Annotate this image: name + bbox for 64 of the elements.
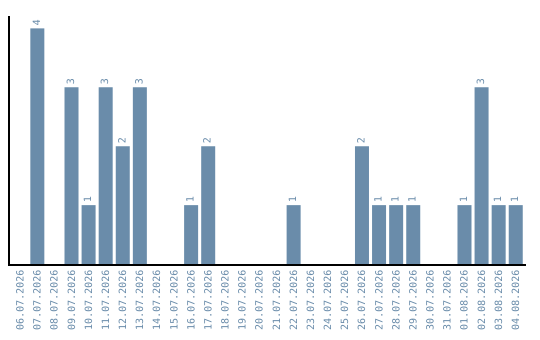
data-label: 4 xyxy=(32,19,43,26)
x-tick-label: 31.07.2026 xyxy=(442,270,454,330)
bar xyxy=(184,205,198,264)
x-tick-label: 16.07.2026 xyxy=(186,270,198,330)
data-label: 1 xyxy=(408,196,419,202)
data-label: 3 xyxy=(100,78,112,84)
bar xyxy=(116,146,130,264)
x-tick-label: 28.07.2026 xyxy=(391,270,402,330)
bar xyxy=(132,87,147,264)
x-tick-label: 04.08.2026 xyxy=(511,270,522,330)
bar xyxy=(64,87,79,264)
x-tick-label: 08.07.2026 xyxy=(50,270,61,330)
x-tick-label: 07.07.2026 xyxy=(32,270,44,330)
bar xyxy=(474,87,489,264)
data-label: 1 xyxy=(374,196,385,202)
x-tick-label: 20.07.2026 xyxy=(254,270,266,330)
data-label: 1 xyxy=(83,196,94,202)
bar xyxy=(508,205,523,264)
x-tick-label: 18.07.2026 xyxy=(220,270,232,330)
bar xyxy=(457,205,472,264)
x-tick-label: 29.07.2026 xyxy=(408,270,420,330)
data-label: 2 xyxy=(117,137,128,144)
x-tick-label: 03.08.2026 xyxy=(494,270,505,330)
bar xyxy=(82,205,96,264)
bar xyxy=(492,205,506,264)
bar xyxy=(201,146,216,264)
data-label: 2 xyxy=(356,137,368,144)
bar xyxy=(372,205,386,264)
data-label: 1 xyxy=(493,196,504,202)
x-tick-label: 02.08.2026 xyxy=(476,270,488,330)
bar xyxy=(30,28,44,264)
x-tick-label: 13.07.2026 xyxy=(135,270,146,330)
data-label: 1 xyxy=(288,196,300,202)
x-tick-label: 25.07.2026 xyxy=(340,270,352,330)
data-label: 1 xyxy=(458,196,470,202)
x-tick-label: 06.07.2026 xyxy=(16,270,26,330)
x-tick-label: 17.07.2026 xyxy=(203,270,214,330)
x-tick-label: 24.07.2026 xyxy=(323,270,334,330)
bar xyxy=(389,205,404,264)
data-label: 3 xyxy=(134,78,146,84)
x-tick-label: 09.07.2026 xyxy=(66,270,78,330)
data-label: 3 xyxy=(476,78,488,84)
bar xyxy=(286,205,301,264)
x-tick-label: 19.07.2026 xyxy=(238,270,249,330)
data-label: 1 xyxy=(510,196,522,202)
data-label: 1 xyxy=(390,196,402,202)
data-label: 3 xyxy=(66,78,78,84)
bar xyxy=(98,87,113,264)
x-tick-label: 21.07.2026 xyxy=(272,270,283,330)
x-tick-label: 11.07.2026 xyxy=(100,270,112,330)
data-label: 1 xyxy=(186,196,197,202)
x-tick-label: 23.07.2026 xyxy=(306,270,317,330)
x-tick-label: 27.07.2026 xyxy=(374,270,386,330)
x-tick-label: 10.07.2026 xyxy=(84,270,95,330)
x-tick-label: 14.07.2026 xyxy=(152,270,164,330)
x-tick-label: 22.07.2026 xyxy=(288,270,300,330)
x-tick-label: 15.07.2026 xyxy=(169,270,180,330)
x-tick-label: 01.08.2026 xyxy=(460,270,471,330)
bar xyxy=(354,146,369,264)
x-tick-label: 26.07.2026 xyxy=(357,270,368,330)
bar xyxy=(406,205,420,264)
x-tick-label: 30.07.2026 xyxy=(426,270,437,330)
x-tick-label: 12.07.2026 xyxy=(118,270,130,330)
data-label: 2 xyxy=(202,137,214,144)
